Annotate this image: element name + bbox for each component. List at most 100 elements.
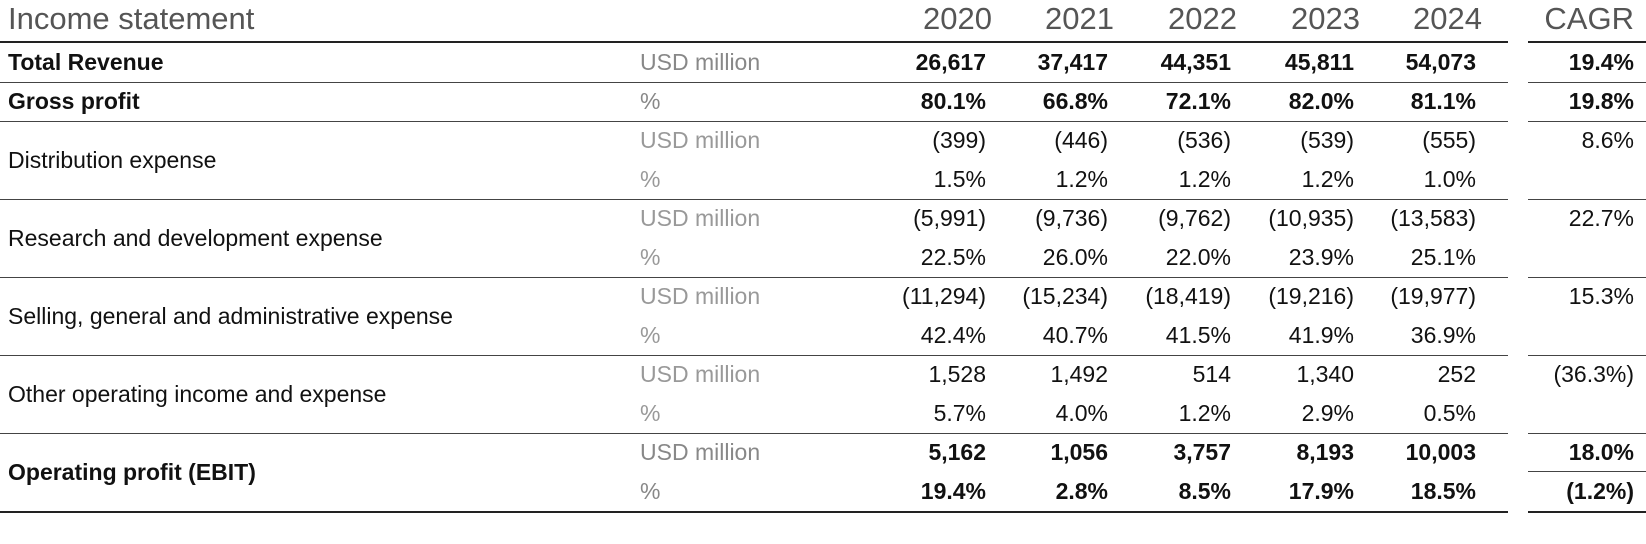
value-cell: 1.2%	[1055, 166, 1108, 192]
cagr-divider	[1528, 471, 1646, 472]
row-divider-cagr	[1528, 199, 1646, 200]
value-cell: (10,935)	[1268, 205, 1354, 231]
cagr-cell: 18.0%	[1568, 439, 1634, 465]
row-label: Operating profit (EBIT)	[8, 458, 256, 485]
value-cell: 3,757	[1173, 439, 1231, 465]
value-cell: (399)	[932, 127, 986, 153]
cagr-cell: 19.4%	[1568, 49, 1634, 75]
row-divider	[0, 277, 1508, 278]
value-cell: (11,294)	[902, 283, 986, 309]
value-cell: 25.1%	[1410, 244, 1476, 270]
year-header-2024: 2024	[1413, 1, 1482, 36]
value-cell: 42.4%	[920, 322, 986, 348]
value-cell: 80.1%	[920, 88, 986, 114]
unit-label: USD million	[640, 49, 761, 75]
row-divider-cagr	[1528, 121, 1646, 122]
value-cell: 18.5%	[1410, 478, 1476, 504]
value-cell: 2.8%	[1055, 478, 1108, 504]
value-cell: (446)	[1054, 127, 1108, 153]
value-cell: (19,977)	[1390, 283, 1476, 309]
value-cell: 8,193	[1296, 439, 1354, 465]
value-cell: 0.5%	[1423, 400, 1476, 426]
row-divider-cagr	[1528, 355, 1646, 356]
row-label: Research and development expense	[8, 224, 383, 251]
cagr-header: CAGR	[1544, 1, 1634, 36]
cagr-cell: 22.7%	[1568, 205, 1634, 231]
row-label: Distribution expense	[8, 146, 217, 173]
unit-label: USD million	[640, 439, 761, 465]
value-cell: (9,762)	[1158, 205, 1231, 231]
row-divider-cagr	[1528, 82, 1646, 83]
value-cell: 1.2%	[1178, 400, 1231, 426]
value-cell: 81.1%	[1410, 88, 1476, 114]
value-cell: 252	[1437, 361, 1476, 387]
row-label: Selling, general and administrative expe…	[8, 302, 453, 329]
unit-label: %	[640, 478, 661, 504]
value-cell: 4.0%	[1055, 400, 1108, 426]
year-header-2021: 2021	[1045, 1, 1114, 36]
row-label: Other operating income and expense	[8, 380, 387, 407]
value-cell: 1,528	[928, 361, 986, 387]
value-cell: 44,351	[1160, 49, 1231, 75]
value-cell: 10,003	[1405, 439, 1476, 465]
value-cell: 8.5%	[1178, 478, 1231, 504]
value-cell: 41.9%	[1288, 322, 1354, 348]
value-cell: 1,340	[1296, 361, 1354, 387]
row-divider-cagr	[1528, 433, 1646, 434]
table-title: Income statement	[8, 1, 255, 36]
cagr-cell: 15.3%	[1568, 283, 1634, 309]
value-cell: (9,736)	[1035, 205, 1108, 231]
value-cell: 54,073	[1405, 49, 1476, 75]
row-divider	[0, 82, 1508, 83]
row-divider	[0, 199, 1508, 200]
value-cell: 5.7%	[933, 400, 986, 426]
header-divider-cagr	[1528, 41, 1646, 43]
unit-label: %	[640, 244, 661, 270]
cagr-cell	[1516, 394, 1634, 433]
value-cell: 19.4%	[920, 478, 986, 504]
value-cell: 22.0%	[1165, 244, 1231, 270]
unit-label: %	[640, 166, 661, 192]
value-cell: (13,583)	[1390, 205, 1476, 231]
value-cell: (19,216)	[1268, 283, 1354, 309]
row-divider-cagr	[1528, 277, 1646, 278]
value-cell: 1,492	[1050, 361, 1108, 387]
value-cell: 72.1%	[1165, 88, 1231, 114]
value-cell: (18,419)	[1145, 283, 1231, 309]
unit-label: %	[640, 88, 661, 114]
value-cell: 66.8%	[1042, 88, 1108, 114]
value-cell: 1.2%	[1301, 166, 1354, 192]
unit-label: USD million	[640, 361, 761, 387]
value-cell: 1.5%	[933, 166, 986, 192]
value-cell: (5,991)	[913, 205, 986, 231]
value-cell: 5,162	[928, 439, 986, 465]
value-cell: 1.2%	[1178, 166, 1231, 192]
value-cell: 23.9%	[1288, 244, 1354, 270]
value-cell: (539)	[1300, 127, 1354, 153]
value-cell: 36.9%	[1410, 322, 1476, 348]
unit-label: %	[640, 400, 661, 426]
value-cell: 26,617	[915, 49, 986, 75]
value-cell: (536)	[1177, 127, 1231, 153]
unit-label: USD million	[640, 205, 761, 231]
row-label: Total Revenue	[8, 49, 164, 75]
unit-label: %	[640, 322, 661, 348]
row-divider	[0, 121, 1508, 122]
value-cell: 26.0%	[1042, 244, 1108, 270]
value-cell: (555)	[1422, 127, 1476, 153]
value-cell: 82.0%	[1288, 88, 1354, 114]
unit-label: USD million	[640, 127, 761, 153]
value-cell: 17.9%	[1288, 478, 1354, 504]
value-cell: 40.7%	[1042, 322, 1108, 348]
year-header-2020: 2020	[923, 1, 992, 36]
value-cell: 45,811	[1284, 49, 1354, 75]
cagr-cell: (36.3%)	[1553, 361, 1634, 387]
row-divider	[0, 433, 1508, 434]
year-header-2023: 2023	[1291, 1, 1360, 36]
value-cell: 22.5%	[920, 244, 986, 270]
value-cell: 41.5%	[1165, 322, 1231, 348]
year-header-2022: 2022	[1168, 1, 1237, 36]
unit-label: USD million	[640, 283, 761, 309]
cagr-cell	[1516, 160, 1634, 199]
value-cell: 1.0%	[1423, 166, 1476, 192]
